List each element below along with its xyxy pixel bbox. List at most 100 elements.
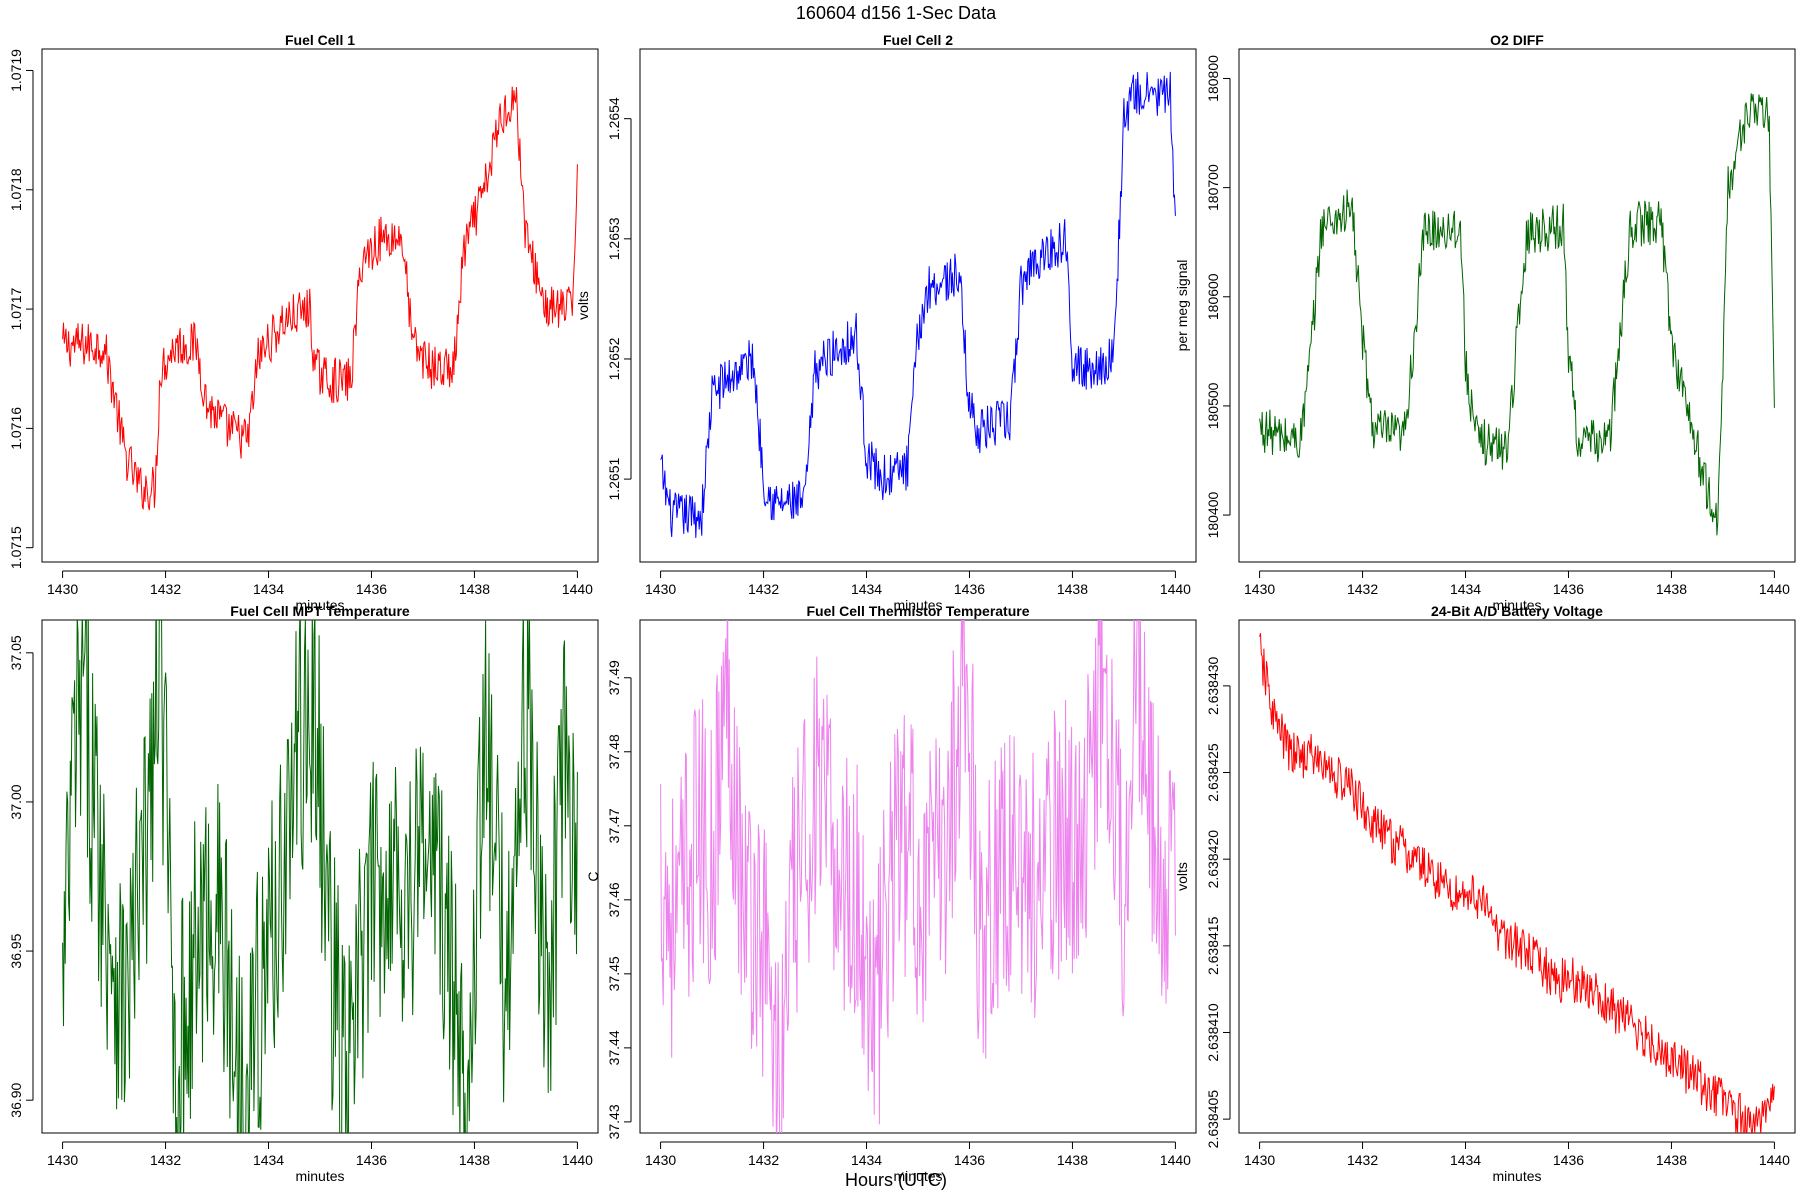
panel-title: Fuel Cell 1 [285,32,355,48]
y-tick-label: 37.05 [8,635,24,670]
y-tick-label: 180800 [1205,55,1221,102]
x-tick-label: 1432 [748,1152,779,1168]
series-line [1259,633,1775,1133]
x-axis-label: minutes [1492,597,1541,613]
y-axis-label: volts [1174,862,1190,891]
y-tick-label: 1.2654 [606,97,622,140]
x-axis-label: minutes [1492,1168,1541,1184]
x-axis-label: minutes [295,1168,344,1184]
x-tick-label: 1432 [748,581,779,597]
panel-title: Fuel Cell Thermistor Temperature [806,603,1029,619]
x-tick-label: 1440 [1160,1152,1191,1168]
y-tick-label: 2.638410 [1205,1003,1221,1062]
y-tick-label: 1.2651 [606,457,622,500]
x-axis: 1430 1432 1434 1436 1438 1440 [47,570,593,597]
x-tick-label: 1430 [645,1152,676,1168]
x-tick-label: 1436 [954,1152,985,1168]
plot-frame [639,619,1197,1134]
y-tick-label: 1.0717 [8,287,24,330]
y-tick-label: 1.2653 [606,217,622,260]
series-line [62,86,578,511]
plot-frame [41,619,599,1134]
y-tick-label: 2.638430 [1205,656,1221,715]
y-tick-label: 2.638405 [1205,1090,1221,1149]
y-tick-label: 37.45 [606,956,622,991]
panel-3: O2 DIFF 1430 1432 1434 1436 1438 1440 minutes 18… [1174,32,1796,613]
y-axis: 36.90 36.95 37.00 37.05 [8,635,34,1118]
y-axis-label: per meg signal [1174,260,1190,352]
series-line [62,620,578,1133]
x-tick-label: 1440 [1759,1152,1790,1168]
x-tick-label: 1436 [356,581,387,597]
x-tick-label: 1430 [47,581,78,597]
x-tick-label: 1434 [851,581,882,597]
y-tick-label: 37.49 [606,660,622,695]
y-tick-label: 37.48 [606,734,622,769]
y-tick-label: 180600 [1205,273,1221,320]
x-axis: 1430 1432 1434 1436 1438 1440 [645,1141,1191,1168]
y-axis: 180400 180500 180600 180700 180800 [1205,55,1231,538]
x-tick-label: 1438 [1057,581,1088,597]
panel-2: Fuel Cell 2 1430 1432 1434 1436 1438 1440 minut… [575,32,1197,613]
x-tick-label: 1436 [954,581,985,597]
y-axis-label: C [585,871,601,881]
y-tick-label: 37.44 [606,1030,622,1065]
plot-frame [1238,619,1796,1134]
x-tick-label: 1430 [1244,581,1275,597]
plot-frame [639,48,1197,563]
x-tick-label: 1430 [1244,1152,1275,1168]
plot-frame [1238,48,1796,563]
y-axis: 2.638405 2.638410 2.638415 2.638420 2.638425… [1205,656,1231,1149]
x-tick-label: 1432 [150,581,181,597]
y-tick-label: 1.0719 [8,49,24,92]
y-tick-label: 2.638420 [1205,830,1221,889]
y-tick-label: 37.43 [606,1104,622,1139]
x-tick-label: 1434 [1450,1152,1481,1168]
x-tick-label: 1434 [253,1152,284,1168]
x-tick-label: 1440 [562,1152,593,1168]
y-tick-label: 37.00 [8,784,24,819]
x-tick-label: 1432 [150,1152,181,1168]
x-tick-label: 1434 [851,1152,882,1168]
figure-title: 160604 d156 1-Sec Data [796,3,997,23]
x-axis: 1430 1432 1434 1436 1438 1440 [1244,1141,1790,1168]
x-tick-label: 1436 [1553,581,1584,597]
y-tick-label: 180700 [1205,164,1221,211]
x-tick-label: 1430 [645,581,676,597]
y-tick-label: 36.90 [8,1082,24,1117]
panel-title: 24-Bit A/D Battery Voltage [1431,603,1603,619]
x-tick-label: 1432 [1347,1152,1378,1168]
y-tick-label: 180400 [1205,491,1221,538]
y-tick-label: 1.0715 [8,526,24,569]
x-tick-label: 1438 [1656,1152,1687,1168]
x-axis-label: minutes [893,597,942,613]
y-tick-label: 1.0716 [8,407,24,450]
x-tick-label: 1440 [1759,581,1790,597]
y-axis: 37.43 37.44 37.45 37.46 37.47 37.48 37.49 [606,660,632,1139]
x-tick-label: 1438 [1656,581,1687,597]
series-line [1259,93,1775,536]
y-tick-label: 180500 [1205,382,1221,429]
y-tick-label: 1.2652 [606,337,622,380]
x-tick-label: 1440 [562,581,593,597]
panel-title: O2 DIFF [1490,32,1544,48]
series-line [660,71,1176,538]
plot-frame [41,48,599,563]
x-tick-label: 1438 [459,581,490,597]
global-x-label: Hours (UTC) [845,1170,947,1190]
y-axis-label: C [0,871,3,881]
x-axis-label: minutes [893,1168,942,1184]
x-tick-label: 1436 [1553,1152,1584,1168]
x-axis: 1430 1432 1434 1436 1438 1440 [1244,570,1790,597]
y-axis-label: volts [575,291,591,320]
x-axis-label: minutes [295,597,344,613]
y-tick-label: 2.638415 [1205,916,1221,975]
y-tick-label: 36.95 [8,933,24,968]
x-tick-label: 1438 [1057,1152,1088,1168]
x-tick-label: 1430 [47,1152,78,1168]
y-tick-label: 37.47 [606,808,622,843]
x-tick-label: 1432 [1347,581,1378,597]
y-axis: 1.2651 1.2652 1.2653 1.2654 [606,97,632,501]
